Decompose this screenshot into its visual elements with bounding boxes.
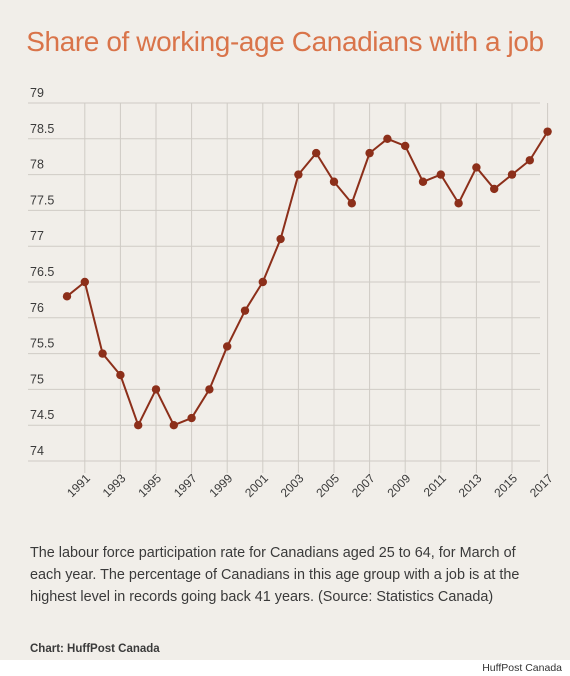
data-point [543, 127, 552, 136]
x-tick-label: 2005 [313, 471, 342, 500]
x-tick-label: 2011 [421, 471, 449, 499]
data-point [98, 349, 107, 358]
data-point [383, 134, 392, 143]
data-point [116, 370, 125, 380]
x-tick-label: 1995 [135, 471, 164, 500]
y-tick-label: 78.5 [30, 122, 54, 136]
y-tick-label: 76 [30, 301, 44, 315]
data-point [472, 163, 481, 172]
data-point [169, 421, 178, 430]
x-tick-label: 2007 [349, 471, 378, 500]
series-layer [62, 127, 552, 430]
data-point [490, 184, 499, 194]
x-tick-label: 2017 [527, 471, 556, 500]
x-tick-label: 2015 [491, 471, 520, 500]
x-tick-label: 2009 [385, 471, 414, 500]
data-point [80, 277, 90, 287]
data-point [134, 421, 143, 430]
y-tick-label: 79 [30, 86, 44, 100]
x-tick-label: 1999 [207, 471, 236, 500]
data-point [240, 306, 250, 315]
data-point [258, 277, 267, 287]
y-tick-label: 77.5 [30, 193, 54, 207]
data-point [294, 170, 303, 179]
chart-title: Share of working-age Canadians with a jo… [26, 26, 544, 57]
data-point [418, 177, 428, 186]
y-tick-label: 78 [30, 158, 44, 172]
x-axis-ticks: 1991 1993 1995 1997 1999 2001 2003 2005 2007 2009… [64, 471, 556, 500]
data-point [454, 199, 463, 208]
y-tick-label: 74 [30, 444, 44, 458]
chart-card: Share of working-age Canadians with a jo… [0, 0, 570, 660]
chart-credit: Chart: HuffPost Canada [30, 643, 160, 655]
y-tick-label: 76.5 [30, 265, 54, 279]
data-point [329, 177, 339, 186]
y-tick-label: 75.5 [30, 337, 54, 351]
data-point [365, 148, 374, 158]
chart-caption: The labour force participation rate for … [30, 545, 520, 605]
y-axis-ticks: 79 78.5 78 77.5 77 76.5 76 75.5 75 74.5 74 [30, 86, 54, 458]
x-tick-label: 1993 [100, 471, 129, 500]
x-tick-label: 2013 [456, 471, 485, 500]
data-point [507, 170, 517, 179]
data-point [436, 170, 445, 179]
y-tick-label: 77 [30, 229, 44, 243]
data-point [205, 385, 214, 394]
x-tick-label: 1997 [171, 471, 200, 500]
grid-lines [28, 102, 549, 473]
data-point [187, 413, 196, 423]
data-point [401, 141, 410, 151]
series-line [66, 131, 549, 427]
y-tick-label: 74.5 [30, 408, 54, 422]
data-point [62, 292, 72, 301]
data-point [312, 148, 321, 158]
data-point [151, 385, 161, 394]
data-point [347, 199, 356, 208]
y-tick-label: 75 [30, 372, 44, 386]
x-tick-label: 2003 [278, 471, 307, 500]
source-watermark: HuffPost Canada [482, 662, 562, 674]
data-point [276, 234, 285, 244]
x-tick-label: 1991 [64, 471, 93, 500]
data-point [223, 342, 232, 351]
data-point [525, 156, 534, 165]
x-tick-label: 2001 [242, 471, 271, 500]
